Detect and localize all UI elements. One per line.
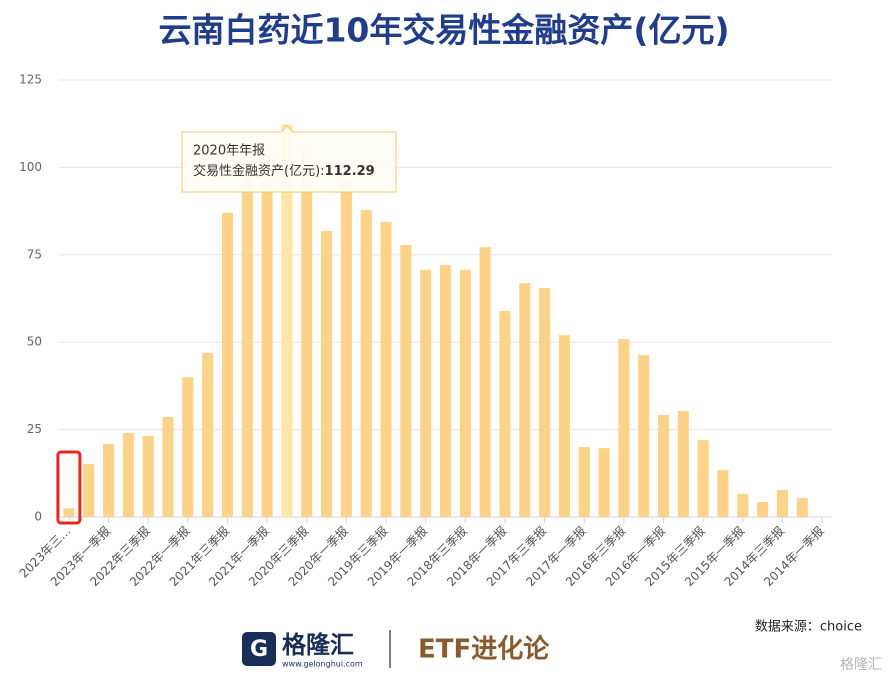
bar: [638, 355, 650, 517]
bar: [122, 433, 134, 517]
y-tick-label: 25: [27, 422, 42, 436]
bar: [717, 470, 729, 517]
y-tick-label: 0: [34, 510, 42, 524]
brand-name: 格隆汇: [282, 631, 354, 659]
logo-letter: G: [250, 637, 268, 662]
bar: [657, 414, 670, 517]
bar: [281, 124, 293, 518]
bar: [241, 167, 253, 517]
chart-title: 云南白药近10年交易性金融资产(亿元): [158, 11, 729, 50]
bar: [420, 269, 432, 517]
brand-url: www.gelonghui.com: [282, 660, 363, 669]
bar: [558, 335, 570, 517]
bar: [539, 288, 551, 517]
highlight-box: [56, 450, 82, 525]
bar: [439, 264, 452, 517]
tooltip-label: 交易性金融资产(亿元):112.29: [193, 163, 375, 179]
y-tick-label: 75: [27, 247, 42, 261]
bar: [598, 448, 610, 517]
bar: [202, 353, 214, 517]
watermark: 格隆汇: [840, 657, 882, 673]
bar: [380, 221, 392, 517]
bar: [499, 311, 511, 517]
source-note: 数据来源：choice: [755, 620, 862, 635]
bar: [737, 493, 749, 517]
bar: [360, 210, 372, 517]
partner-name: ETF进化论: [418, 635, 550, 665]
bar: [459, 269, 471, 517]
y-tick-label: 100: [19, 160, 42, 174]
bar: [261, 153, 273, 517]
bar: [618, 339, 630, 517]
bar: [340, 181, 352, 517]
bar: [63, 508, 75, 517]
bar: [479, 247, 491, 517]
tooltip-series: 交易性金融资产(亿元):: [193, 163, 325, 179]
bar: [321, 231, 333, 517]
bar: [776, 490, 788, 517]
bar: [162, 417, 174, 517]
bar: [400, 245, 412, 517]
bar: [578, 447, 590, 517]
y-tick-label: 50: [27, 335, 42, 349]
bar: [796, 498, 808, 517]
y-tick-label: 125: [19, 73, 42, 87]
bar: [757, 501, 769, 517]
bar: [221, 212, 234, 517]
bar: [103, 443, 115, 517]
bar: [677, 411, 689, 517]
bar: [301, 146, 313, 517]
bar: [182, 377, 194, 517]
bar: [142, 435, 154, 517]
tooltip-title: 2020年年报: [193, 144, 265, 159]
bar: [697, 440, 709, 517]
tooltip-value: 112.29: [325, 164, 375, 179]
tooltip-box: [181, 125, 397, 193]
bar: [83, 463, 95, 517]
bar: [519, 283, 531, 517]
logo-icon: [242, 632, 276, 666]
